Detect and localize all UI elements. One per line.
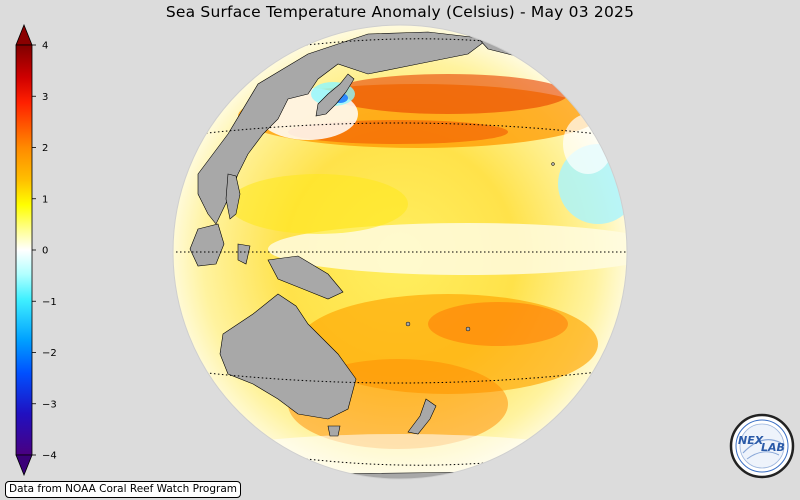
- land-antarctica: [317, 471, 489, 479]
- land-philippines: [225, 173, 241, 220]
- data-source-credit: Data from NOAA Coral Reef Watch Program: [5, 481, 241, 498]
- anomaly-neutral-equator: [268, 223, 627, 275]
- land-new-guinea: [267, 255, 344, 300]
- land-japan: [315, 73, 355, 117]
- colorbar-min-extension: [15, 454, 33, 476]
- globe-map: [172, 24, 628, 480]
- nexlab-logo-icon: NEX LAB: [729, 413, 795, 479]
- colorbar-tick-label: −1: [42, 297, 57, 308]
- colorbar-tick-label: −2: [42, 348, 57, 359]
- colorbar-max-extension: [15, 24, 33, 46]
- colorbar-tick-label: 1: [42, 194, 48, 205]
- logo-text-right: LAB: [761, 441, 785, 454]
- colorbar-tick-label: 3: [42, 92, 48, 103]
- land-sulawesi: [237, 243, 251, 265]
- colorbar: 4 3 2 1 0 −1 −2 −3 −4: [15, 24, 57, 476]
- graticule-antarctic: [297, 457, 499, 466]
- colorbar-tick-label: 4: [42, 41, 48, 52]
- land-borneo: [189, 223, 225, 267]
- graticule-tropic-north: [197, 122, 599, 135]
- colorbar-tick-label: −4: [42, 451, 57, 462]
- graticule-arctic: [297, 38, 499, 47]
- page-title: Sea Surface Temperature Anomaly (Celsius…: [165, 3, 635, 21]
- land-asia: [197, 31, 489, 225]
- land-new-zealand: [407, 398, 437, 435]
- land-tasmania: [327, 425, 341, 437]
- colorbar-tick-label: 2: [42, 143, 48, 154]
- colorbar-gradient: [15, 44, 33, 456]
- land-australia: [219, 293, 357, 420]
- logo-text-left: NEX: [738, 434, 764, 447]
- colorbar-tick-label: −3: [42, 399, 57, 410]
- graticule-tropic-south: [197, 371, 599, 384]
- colorbar-tick-label: 0: [42, 246, 48, 257]
